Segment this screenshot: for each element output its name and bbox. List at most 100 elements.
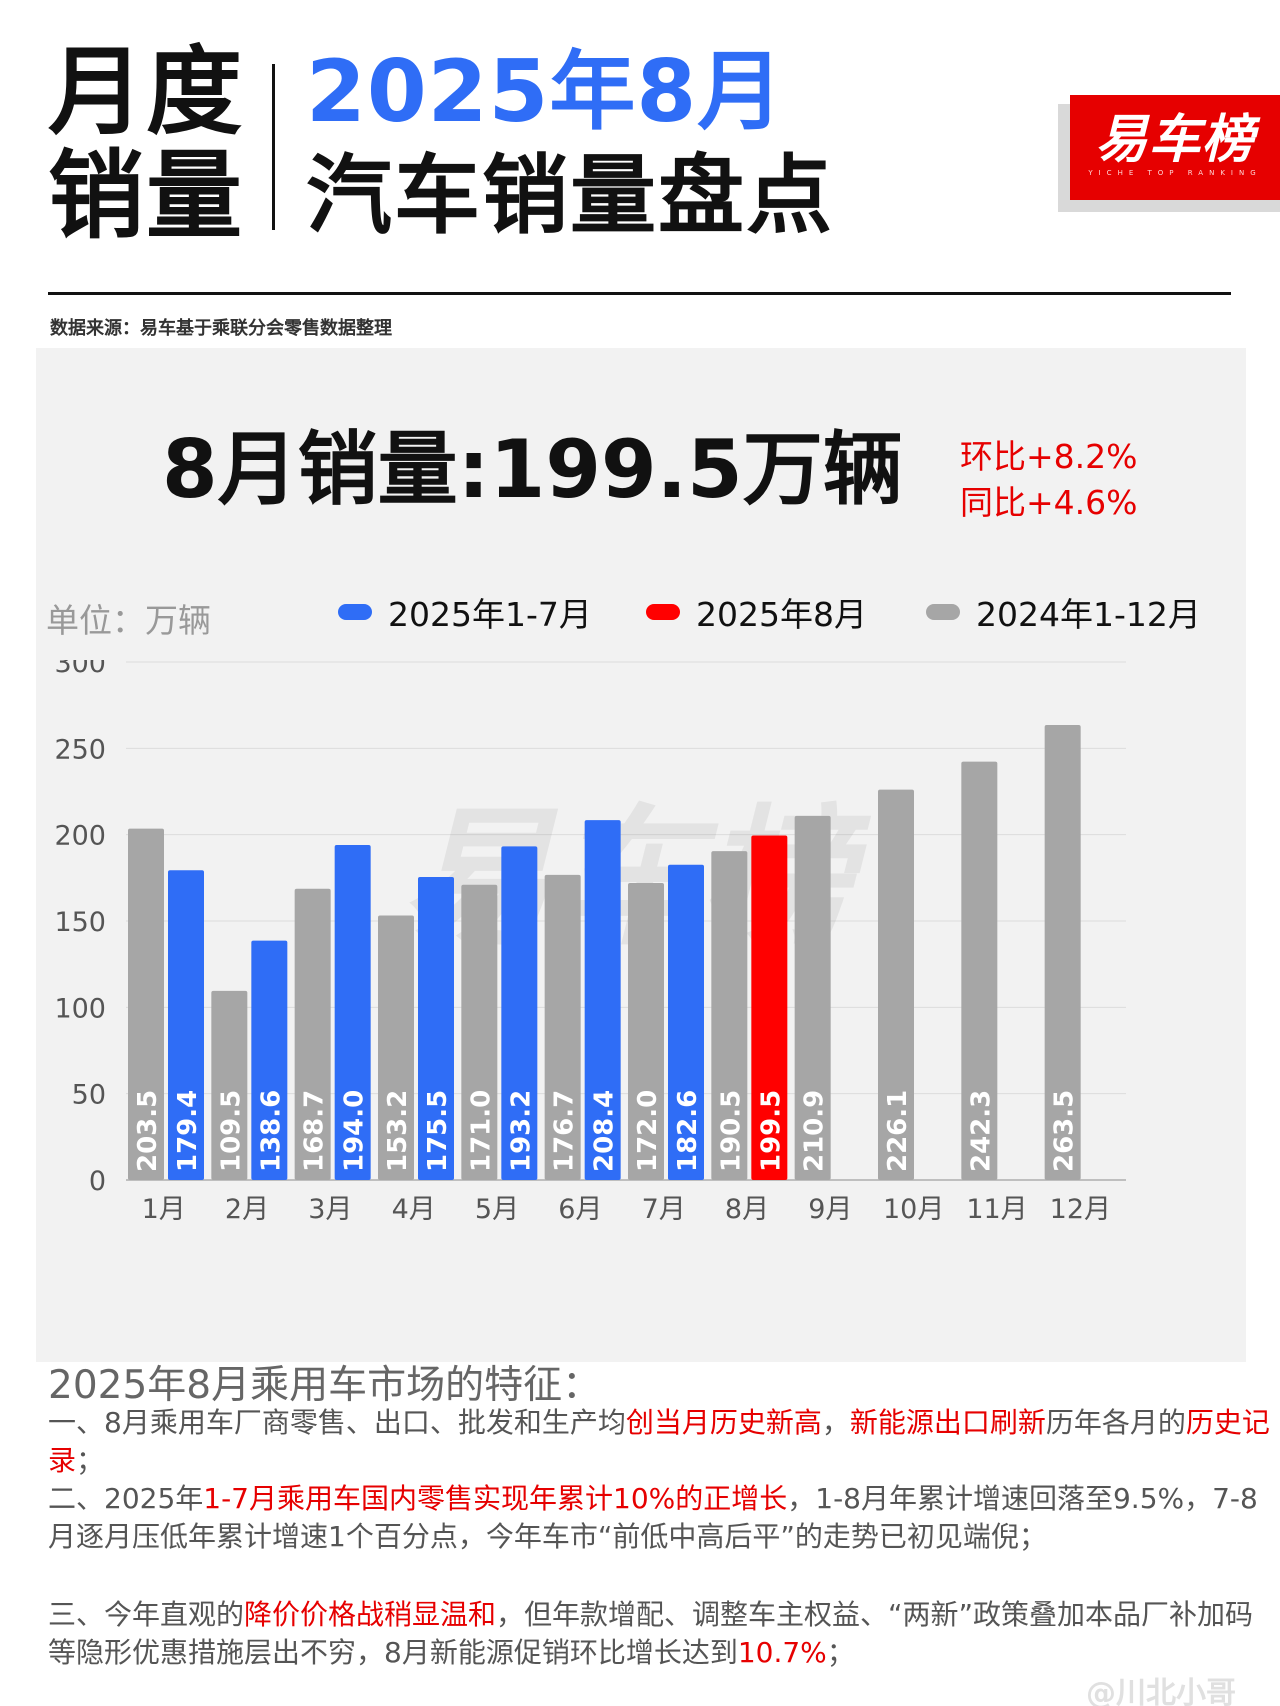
- bar-2025-7: [668, 864, 704, 1180]
- bar-2025-1: [168, 870, 204, 1180]
- bar-2024-2: [211, 990, 248, 1180]
- note-highlight: 10.7%: [737, 1636, 827, 1669]
- note-paragraph-1: 一、8月乘用车厂商零售、出口、批发和生产均创当月历史新高，新能源出口刷新历年各月…: [48, 1404, 1270, 1480]
- x-tick-label: 4月: [392, 1194, 436, 1225]
- note-highlight: 降价价格战稍显温和: [244, 1598, 497, 1631]
- legend-label: 2024年1-12月: [976, 595, 1201, 634]
- legend-item-2024: 2024年1-12月: [926, 592, 1201, 634]
- x-tick-label: 10月: [883, 1194, 944, 1225]
- bar-2025-8: [751, 835, 788, 1180]
- header-subtitle: 汽车销量盘点: [306, 146, 834, 246]
- bar-value-label: 208.4: [590, 1090, 620, 1172]
- note-text: ；: [826, 1636, 855, 1669]
- bar-2024-4: [378, 915, 414, 1180]
- header-rule: [48, 292, 1231, 295]
- legend-item-2025-aug: 2025年8月: [646, 592, 867, 634]
- x-tick-label: 1月: [142, 1194, 186, 1225]
- bar-2024-6: [544, 874, 581, 1180]
- x-tick-label: 7月: [642, 1194, 686, 1225]
- bar-value-label: 242.3: [966, 1090, 996, 1172]
- bar-value-label: 168.7: [300, 1090, 330, 1172]
- note-highlight: 历史记录: [48, 1406, 1270, 1477]
- x-tick-label: 12月: [1050, 1194, 1111, 1225]
- chart-x-ticks: 1月 2月 3月 4月 5月 6月 7月 8月 9月 10月 11月 12月: [142, 1194, 1111, 1225]
- bar-value-label: 138.6: [256, 1090, 286, 1172]
- header-left-line1: 月度: [48, 36, 244, 148]
- note-text: 三、今年直观的: [48, 1598, 245, 1631]
- note-text: ，但年款增配、调整车主权益、“两新”政策叠加本品厂补加码等隐形优惠措施层出不穷，…: [48, 1598, 1254, 1669]
- bar-value-label: 263.5: [1050, 1090, 1080, 1172]
- chart-data-labels: 203.5 179.4 109.5 138.6 168.7 194.0 153.2 175.5…: [133, 1090, 1080, 1172]
- brand-logo-text: 易车榜: [1095, 110, 1255, 170]
- bar-2024-11: [961, 761, 998, 1180]
- bar-value-label: 175.5: [423, 1090, 453, 1172]
- note-paragraph-2: 二、2025年1-7月乘用车国内零售实现年累计10%的正增长，1-8月年累计增速…: [48, 1480, 1270, 1556]
- unit-label: 单位：万辆: [46, 601, 211, 640]
- legend-item-2025-jan-jul: 2025年1-7月: [338, 592, 592, 634]
- bar-value-label: 199.5: [756, 1090, 786, 1172]
- bar-value-label: 171.0: [466, 1090, 496, 1172]
- bar-2024-12: [1044, 725, 1081, 1180]
- chart-bars: [128, 725, 1081, 1180]
- chart-gridlines: [126, 661, 1126, 1181]
- bar-2024-9: [794, 815, 831, 1180]
- header-left-line2: 销量: [48, 140, 244, 252]
- note-highlight: 创当月历史新高: [625, 1406, 822, 1439]
- header-year-title: 2025年8月: [306, 42, 785, 142]
- x-tick-label: 3月: [308, 1194, 352, 1225]
- sales-headline: 8月销量:199.5万辆: [162, 423, 903, 516]
- header-divider: [272, 64, 275, 230]
- bar-value-label: 226.1: [883, 1090, 913, 1172]
- bar-value-label: 190.5: [716, 1090, 746, 1172]
- chart-panel: [36, 348, 1246, 1362]
- note-text: 一、8月乘用车厂商零售、出口、批发和生产均: [48, 1406, 626, 1439]
- bar-value-label: 153.2: [383, 1090, 413, 1172]
- bar-2025-2: [251, 940, 288, 1180]
- bar-value-label: 109.5: [216, 1090, 246, 1172]
- legend-swatch-gray: [926, 604, 960, 620]
- bar-value-label: 172.0: [633, 1090, 663, 1172]
- y-tick-label: 250: [54, 734, 106, 765]
- y-tick-label: 300: [54, 660, 106, 679]
- x-tick-label: 6月: [558, 1194, 602, 1225]
- brand-logo: 易车榜 YICHE TOP RANKING: [1070, 95, 1280, 200]
- notes-title: 2025年8月乘用车市场的特征：: [48, 1363, 602, 1408]
- bar-2025-5: [501, 846, 538, 1180]
- bar-2024-7: [628, 883, 664, 1180]
- bar-2025-4: [418, 876, 454, 1180]
- bar-2024-10: [878, 789, 914, 1180]
- bar-2025-6: [584, 820, 621, 1180]
- bar-2024-3: [294, 888, 331, 1180]
- bar-value-label: 203.5: [133, 1090, 163, 1172]
- bar-2024-5: [461, 884, 498, 1180]
- legend-label: 2025年8月: [696, 595, 867, 634]
- bar-2024-8: [711, 851, 748, 1180]
- note-paragraph-3: 三、今年直观的降价价格战稍显温和，但年款增配、调整车主权益、“两新”政策叠加本品…: [48, 1596, 1270, 1672]
- y-tick-label: 150: [54, 907, 106, 938]
- sales-bar-chart: 易车榜 203.5 179.4 109.5 138.6 168.7 194.0 153.2 1…: [54, 660, 1126, 1225]
- y-tick-label: 200: [54, 821, 106, 852]
- bar-2025-3: [334, 845, 371, 1180]
- legend-swatch-blue: [338, 604, 372, 620]
- bar-value-label: 210.9: [800, 1090, 830, 1172]
- bar-value-label: 193.2: [506, 1090, 536, 1172]
- y-tick-label: 0: [89, 1166, 106, 1197]
- bar-value-label: 176.7: [550, 1090, 580, 1172]
- x-tick-label: 5月: [475, 1194, 519, 1225]
- note-highlight: 1-7月乘用车国内零售实现年累计10%的正增长: [203, 1482, 788, 1515]
- x-tick-label: 8月: [725, 1194, 769, 1225]
- note-highlight: 新能源出口刷新: [849, 1406, 1046, 1439]
- chart-y-ticks: 0 50 100 150 200 250 300: [54, 660, 106, 1197]
- legend-swatch-red: [646, 604, 680, 620]
- x-tick-label: 2月: [225, 1194, 269, 1225]
- mom-growth: 环比+8.2%: [960, 437, 1138, 476]
- note-text: 二、2025年: [48, 1482, 204, 1515]
- weibo-watermark: @川北小哥: [1086, 1676, 1236, 1706]
- y-tick-label: 100: [54, 993, 106, 1024]
- x-tick-label: 11月: [966, 1194, 1027, 1225]
- bar-value-label: 182.6: [673, 1090, 703, 1172]
- legend-label: 2025年1-7月: [388, 595, 592, 634]
- x-tick-label: 9月: [808, 1194, 852, 1225]
- bar-value-label: 179.4: [173, 1090, 203, 1172]
- y-tick-label: 50: [72, 1080, 106, 1111]
